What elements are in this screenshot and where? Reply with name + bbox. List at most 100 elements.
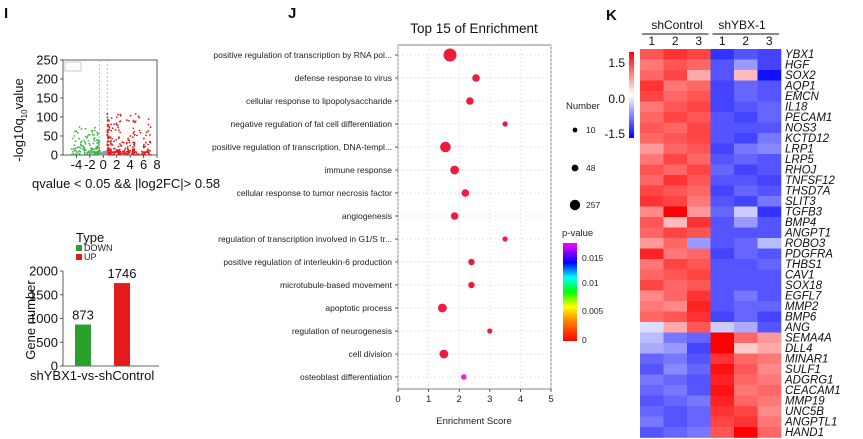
heatmap-cell [734, 280, 758, 291]
volcano-point [106, 130, 109, 133]
heatmap-cell [687, 248, 711, 260]
heatmap-cell [640, 374, 664, 386]
volcano-point [141, 150, 143, 153]
heatmap-cell [687, 427, 711, 438]
enrichment-term-label: cellular response to tumor necrosis fact… [237, 188, 393, 198]
heatmap-cell [687, 269, 711, 281]
heatmap-cell [757, 112, 782, 123]
volcano-point [113, 140, 115, 143]
heatmap-cell [663, 217, 688, 228]
heatmap-cell [734, 406, 758, 417]
enrichment-point [487, 328, 493, 334]
enrichment-point [450, 212, 459, 220]
volcano-point [93, 129, 96, 132]
volcano-point [137, 115, 140, 118]
heatmap-cell [734, 290, 758, 302]
volcano-point [149, 154, 152, 156]
volcano-point [81, 144, 84, 147]
volcano-point [126, 145, 129, 148]
volcano-point [113, 152, 116, 155]
volcano-point [110, 143, 112, 146]
volcano-point [133, 148, 136, 150]
volcano-point [127, 139, 130, 142]
heatmap-cell [757, 101, 782, 113]
volcano-point [143, 150, 145, 153]
heatmap-cell [663, 91, 688, 102]
heatmap-scale-label: -1.5 [604, 127, 625, 141]
heatmap-gene-label: ANGPT1 [784, 228, 831, 240]
heatmap-cell [710, 311, 735, 323]
volcano-point [84, 135, 87, 138]
volcano-point [147, 129, 150, 132]
bar-y-tick-label: 0 [51, 359, 58, 374]
volcano-point [109, 151, 112, 154]
pvalue-tick-label: 0.005 [582, 306, 604, 316]
volcano-point [95, 148, 98, 150]
heatmap-cell [687, 353, 711, 365]
heatmap-cell [710, 122, 735, 134]
heatmap-scale-label: 1.5 [608, 56, 625, 70]
heatmap-cell [734, 217, 758, 228]
volcano-point [148, 149, 151, 152]
enrichment-term-label: apoptotic process [325, 303, 392, 313]
volcano-point [123, 149, 126, 151]
volcano-point [84, 149, 87, 152]
panel-label-k: K [606, 7, 617, 24]
heatmap-cell [687, 143, 711, 155]
heatmap-gene-label: AQP1 [784, 81, 816, 93]
heatmap-column-label: 1 [719, 34, 726, 48]
volcano-y-tick-label: 200 [36, 72, 58, 87]
volcano-point [96, 131, 98, 134]
heatmap-cell [710, 101, 735, 113]
bar-y-tick-label: 2000 [29, 264, 58, 279]
enrichment-point [502, 121, 508, 127]
heatmap-cell [687, 59, 711, 71]
heatmap-cell [734, 206, 758, 218]
heatmap-column-label: 2 [742, 34, 749, 48]
heatmap-scale-label: 0.0 [608, 92, 625, 106]
volcano-x-tick-label: 8 [153, 157, 160, 172]
volcano-point [131, 148, 134, 151]
enrichment-point [466, 97, 474, 105]
volcano-point [140, 153, 143, 156]
heatmap-cell [640, 311, 664, 323]
heatmap-gene-label: LRP5 [785, 154, 814, 166]
heatmap-cell [640, 322, 664, 333]
heatmap-cell [687, 133, 711, 144]
heatmap-cell [640, 332, 664, 344]
heatmap-cell [687, 154, 711, 165]
heatmap-cell [757, 133, 782, 144]
volcano-point [142, 137, 145, 140]
volcano-point [118, 136, 120, 138]
heatmap-cell [663, 259, 688, 270]
volcano-point [93, 153, 96, 156]
bar-legend-swatch [76, 245, 82, 251]
enrichment-term-label: angiogenesis [342, 211, 392, 221]
bar-value-label: 873 [72, 308, 94, 323]
heatmap-cell [640, 416, 664, 428]
heatmap-cell [734, 70, 758, 81]
volcano-point [115, 123, 118, 126]
heatmap-cell [640, 238, 664, 249]
heatmap-cell [710, 80, 735, 92]
volcano-point [147, 149, 149, 152]
heatmap-cell [640, 406, 664, 417]
volcano-point [96, 146, 99, 148]
heatmap-cell [687, 185, 711, 197]
heatmap-cell [640, 385, 664, 396]
heatmap-gene-label: KCTD12 [785, 133, 830, 145]
heatmap-gene-label: MINAR1 [785, 354, 828, 366]
volcano-y-tick-label: 250 [36, 53, 58, 68]
volcano-point [107, 118, 109, 121]
volcano-point [86, 151, 88, 154]
panel-label-i: I [4, 5, 8, 22]
heatmap-cell [663, 175, 688, 186]
heatmap-cell [640, 269, 664, 281]
heatmap-cell [687, 406, 711, 417]
volcano-point [132, 141, 135, 144]
volcano-point [80, 128, 83, 130]
heatmap-cell [710, 133, 735, 144]
volcano-point [86, 137, 88, 139]
heatmap-cell [710, 164, 735, 176]
heatmap-cell [757, 374, 782, 386]
